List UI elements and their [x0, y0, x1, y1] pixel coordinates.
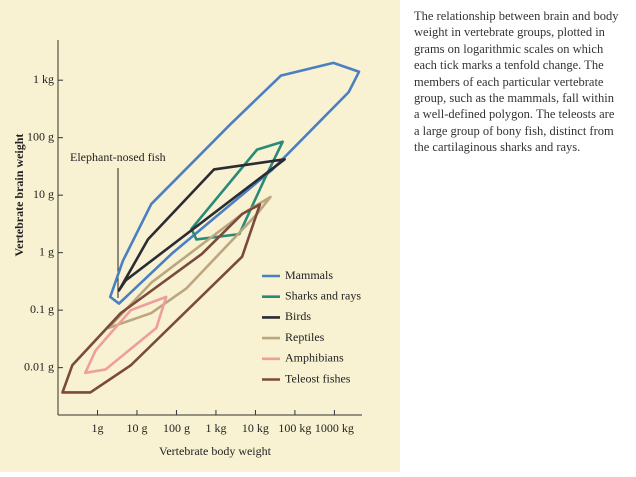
- chart: Vertebrate body weight Vertebrate brain …: [0, 0, 400, 472]
- y-tick-label: 0.01 g: [24, 359, 54, 373]
- x-tick-label: 100 g: [163, 421, 190, 435]
- legend-label: Mammals: [285, 268, 333, 282]
- caption-line: group, such as the mammals, fall within: [414, 91, 614, 106]
- chart-background: [0, 0, 400, 472]
- x-tick-label: 1g: [91, 421, 103, 435]
- y-tick-label: 1 kg: [33, 72, 54, 86]
- caption-line: the cartilaginous sharks and rays.: [414, 140, 581, 155]
- caption-line: members of each particular vertebrate: [414, 74, 604, 89]
- y-tick-label: 0.1 g: [30, 302, 54, 316]
- y-tick-label: 1 g: [39, 244, 54, 258]
- group-polygon: [190, 140, 284, 241]
- caption-line: each tick marks a tenfold change. The: [414, 58, 604, 73]
- legend-label: Sharks and rays: [285, 288, 361, 302]
- y-tick-label: 10 g: [33, 187, 54, 201]
- group-polygon: [83, 295, 168, 375]
- group-polygon: [107, 195, 272, 330]
- caption: The relationship between brain and body w…: [414, 8, 618, 156]
- group-polygon: [117, 158, 286, 292]
- caption-line: The relationship between brain and body: [414, 9, 619, 23]
- caption-line: weight in vertebrate groups, plotted in: [414, 25, 605, 40]
- x-tick-label: 10 kg: [242, 421, 269, 435]
- y-tick-label: 100 g: [27, 129, 54, 143]
- x-tick-label: 1000 kg: [315, 421, 354, 435]
- x-axis-label: Vertebrate body weight: [159, 444, 272, 458]
- annotation: Elephant-nosed fish: [70, 150, 166, 164]
- legend-label: Amphibians: [285, 351, 344, 365]
- caption-line: grams on logarithmic scales on which: [414, 41, 604, 56]
- legend-label: Birds: [285, 309, 311, 323]
- legend-label: Teleost fishes: [285, 371, 351, 385]
- y-axis-label: Vertebrate brain weight: [12, 134, 26, 257]
- group-polygon: [108, 61, 361, 305]
- caption-line: a large group of bony fish, distinct fro…: [414, 123, 614, 138]
- x-tick-label: 1 kg: [205, 421, 226, 435]
- group-polygon: [61, 203, 262, 394]
- x-tick-label: 10 g: [126, 421, 147, 435]
- legend-label: Reptiles: [285, 330, 325, 344]
- caption-line: a well-defined polygon. The teleosts are: [414, 107, 615, 122]
- x-tick-label: 100 kg: [278, 421, 311, 435]
